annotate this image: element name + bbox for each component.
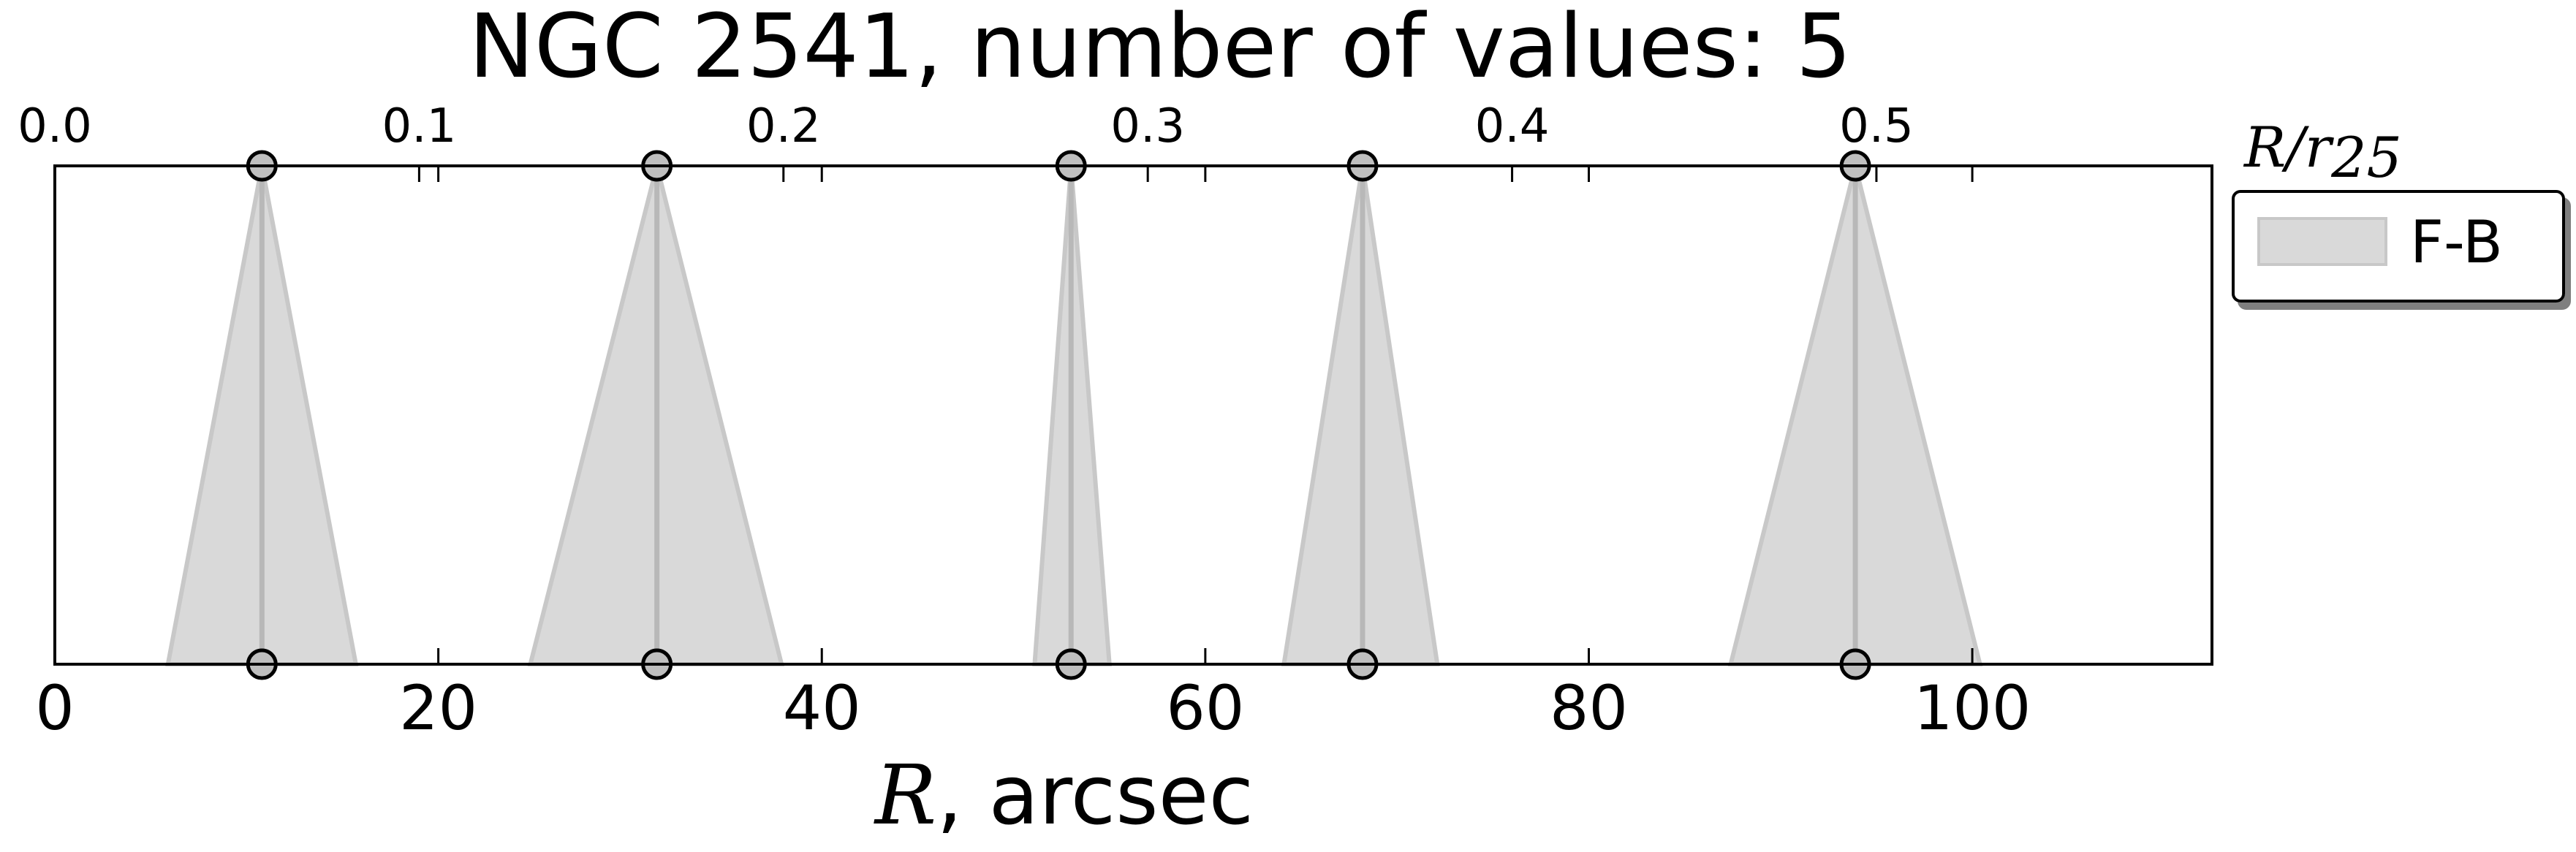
x-axis-top: 0.0 0.1 0.2 0.3 0.4 0.5 (18, 99, 1914, 182)
legend: F-B (2232, 190, 2565, 303)
x-tick-label: 0 (35, 672, 74, 744)
top-tick-label: 0.3 (1110, 99, 1185, 153)
x-tick-label: 40 (783, 672, 861, 744)
x-tick-label: 20 (399, 672, 477, 744)
x-axis-bottom: 0 20 40 60 80 100 (35, 166, 2031, 744)
x-axis-label-symbol: R (874, 748, 936, 843)
top-tick-label: 0.5 (1839, 99, 1914, 153)
top-tick-label: 0.4 (1475, 99, 1550, 153)
top-axis-label-subscript: 25 (2330, 125, 2402, 190)
top-tick-label: 0.1 (382, 99, 457, 153)
top-axis-label: R/r25 (2243, 115, 2402, 190)
x-axis-label: R, arcsec (874, 748, 1254, 843)
chart-title: NGC 2541, number of values: 5 (469, 0, 1852, 98)
x-axis-label-unit: , arcsec (936, 748, 1254, 843)
top-tick-label: 0.0 (18, 99, 92, 153)
legend-label-f-b: F-B (2410, 208, 2503, 276)
series-f-b (165, 150, 1983, 680)
top-axis-label-symbol: R/r (2243, 115, 2335, 180)
plot-frame (53, 164, 2213, 666)
x-tick-label: 100 (1914, 672, 2031, 744)
x-tick-label: 80 (1550, 672, 1628, 744)
top-tick-label: 0.2 (746, 99, 821, 153)
x-tick-label: 60 (1166, 672, 1244, 744)
legend-swatch-f-b (2257, 217, 2387, 266)
